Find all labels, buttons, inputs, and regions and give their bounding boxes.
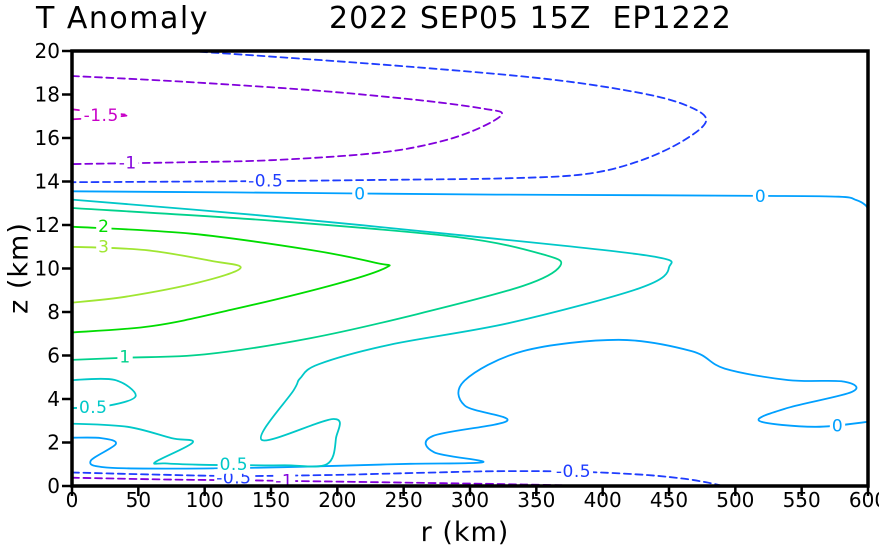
contour-line--1 <box>72 75 503 165</box>
contour-line-0 <box>72 190 868 211</box>
contour-line-0.5 <box>72 198 673 468</box>
x-tick-label: 150 <box>252 488 290 512</box>
contour-label-3: 3 <box>98 238 109 258</box>
x-tick-label: 600 <box>849 488 879 512</box>
contour-label-mask <box>76 398 110 417</box>
y-axis-label: z (km) <box>3 222 35 314</box>
contour-line-0 <box>72 338 868 470</box>
contour-label-mask <box>217 455 251 474</box>
x-tick-label: 100 <box>186 488 224 512</box>
y-tick-label: 14 <box>35 170 60 194</box>
page-title: T Anomaly <box>36 1 209 36</box>
y-tick-label: 16 <box>35 126 60 150</box>
contour-label-1: 1 <box>119 348 130 368</box>
y-tick-label: 4 <box>47 387 60 411</box>
axis-ticks: 0501001502002503003504004505005506000246… <box>35 39 879 512</box>
contour-label-mask <box>553 463 594 482</box>
plot-frame <box>70 49 870 488</box>
y-tick-label: 12 <box>35 213 60 237</box>
x-tick-label: 450 <box>650 488 688 512</box>
contour-line-1 <box>72 207 563 361</box>
y-tick-label: 20 <box>35 39 60 63</box>
x-tick-label: 250 <box>385 488 423 512</box>
x-tick-label: 200 <box>318 488 356 512</box>
contour-label-0.5: 0.5 <box>220 455 249 475</box>
x-tick-label: 0 <box>66 488 79 512</box>
x-tick-label: 400 <box>584 488 622 512</box>
contour-label-mask <box>81 107 121 126</box>
x-tick-label: 500 <box>716 488 754 512</box>
contour-lines <box>72 51 868 486</box>
contour-label-0: 0 <box>354 184 365 204</box>
contour-label-0: 0 <box>755 187 766 207</box>
contour-line--0.5 <box>72 470 723 486</box>
contour-label-mask <box>96 218 112 237</box>
y-tick-label: 2 <box>47 431 60 455</box>
x-tick-label: 50 <box>126 488 151 512</box>
contour-label--1.5: -1.5 <box>84 106 119 126</box>
contour-label--0.5: -0.5 <box>556 462 591 482</box>
contour-label-mask <box>116 154 139 173</box>
contour-label-0: 0 <box>832 416 843 436</box>
x-tick-label: 350 <box>517 488 555 512</box>
contour-line--0.5 <box>72 51 708 184</box>
x-axis-label: r (km) <box>420 517 510 548</box>
y-tick-label: 0 <box>47 474 60 498</box>
contour-label-mask <box>829 417 846 436</box>
x-tick-label: 550 <box>783 488 821 512</box>
contour-label-mask <box>752 187 769 206</box>
contour-line--1 <box>72 476 588 486</box>
contour-label-mask <box>117 348 133 367</box>
y-tick-label: 18 <box>35 83 60 107</box>
contour-label-mask <box>352 185 368 204</box>
contour-line-2 <box>72 225 391 334</box>
contour-label-mask <box>246 172 286 191</box>
y-tick-label: 8 <box>47 300 60 324</box>
y-tick-label: 6 <box>47 344 60 368</box>
contour-label--1: -1 <box>119 153 137 173</box>
contour-label-2: 2 <box>98 217 109 237</box>
contour-label-0.5: 0.5 <box>79 398 108 418</box>
contour-line-3 <box>72 245 242 304</box>
contour-label--0.5: -0.5 <box>248 171 283 191</box>
y-tick-label: 10 <box>35 257 60 281</box>
contour-label-mask <box>96 238 112 257</box>
title-datetime: 2022 SEP05 15Z EP1222 <box>329 1 732 36</box>
x-tick-label: 300 <box>451 488 489 512</box>
